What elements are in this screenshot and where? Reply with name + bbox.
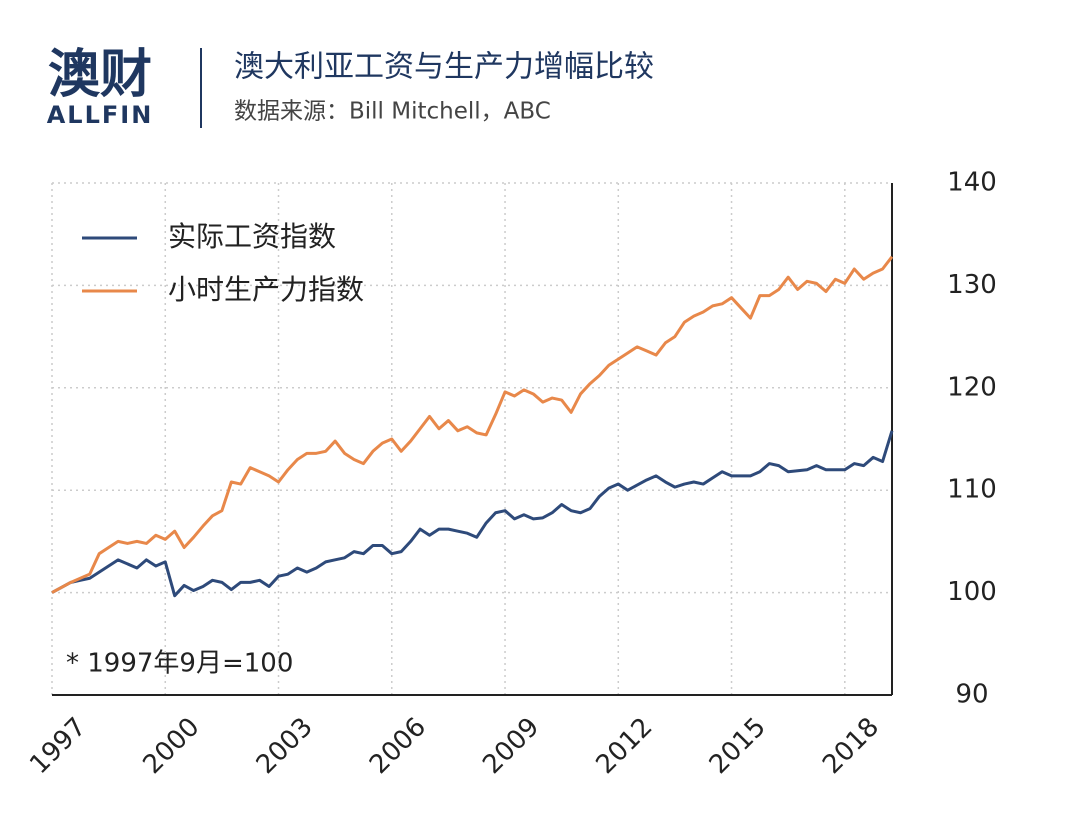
series-line [51, 255, 894, 594]
x-tick-label: 2018 [817, 712, 885, 780]
y-tick-label: 90 [955, 680, 988, 710]
chart-title: 澳大利亚工资与生产力增幅比较 [234, 50, 654, 85]
x-tick-label: 2009 [477, 712, 545, 780]
logo-sub: ALLFIN [47, 101, 154, 129]
x-tick-label: 2006 [364, 712, 432, 780]
y-tick-label: 120 [947, 372, 997, 402]
x-tick-label: 2015 [704, 712, 772, 780]
legend-label: 实际工资指数 [168, 220, 336, 253]
x-tick-label: 1997 [24, 712, 92, 780]
x-tick-label: 2000 [138, 712, 206, 780]
x-tick-label: 2003 [251, 712, 319, 780]
x-tick-label: 2012 [591, 712, 659, 780]
series-line [51, 430, 894, 598]
y-tick-label: 140 [947, 168, 997, 198]
y-tick-label: 100 [947, 577, 997, 607]
chart-subtitle: 数据来源：Bill Mitchell，ABC [234, 99, 551, 125]
legend-label: 小时生产力指数 [168, 273, 364, 306]
y-tick-label: 130 [947, 270, 997, 300]
note: * 1997年9月=100 [66, 649, 293, 679]
y-tick-label: 110 [947, 475, 997, 505]
logo: 澳财 [48, 45, 152, 105]
